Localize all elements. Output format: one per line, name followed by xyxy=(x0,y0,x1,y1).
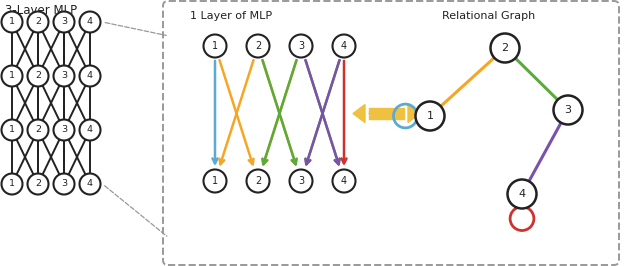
Text: 1: 1 xyxy=(9,72,15,81)
Text: 4: 4 xyxy=(341,176,347,186)
Circle shape xyxy=(1,65,22,86)
Text: 1: 1 xyxy=(9,180,15,189)
Polygon shape xyxy=(408,105,420,123)
Circle shape xyxy=(54,65,74,86)
Text: 4: 4 xyxy=(87,72,93,81)
Circle shape xyxy=(54,11,74,32)
Text: 2: 2 xyxy=(35,18,41,27)
Text: 3: 3 xyxy=(61,72,67,81)
Circle shape xyxy=(290,169,313,193)
Text: 3: 3 xyxy=(61,18,67,27)
Circle shape xyxy=(27,11,49,32)
Text: 1 Layer of MLP: 1 Layer of MLP xyxy=(190,11,272,21)
Text: Relational Graph: Relational Graph xyxy=(442,11,535,21)
Circle shape xyxy=(1,173,22,194)
Circle shape xyxy=(79,119,100,140)
Circle shape xyxy=(290,35,313,57)
Text: 3: 3 xyxy=(298,176,304,186)
Circle shape xyxy=(54,173,74,194)
Text: 4: 4 xyxy=(87,126,93,135)
Polygon shape xyxy=(353,105,365,123)
Text: 4: 4 xyxy=(341,41,347,51)
Text: 1: 1 xyxy=(212,41,218,51)
Circle shape xyxy=(27,119,49,140)
Text: 2: 2 xyxy=(35,126,41,135)
Text: 3: 3 xyxy=(565,105,572,115)
Text: 3: 3 xyxy=(61,126,67,135)
Circle shape xyxy=(79,65,100,86)
Circle shape xyxy=(553,95,582,124)
Circle shape xyxy=(1,119,22,140)
Text: 3-Layer MLP: 3-Layer MLP xyxy=(5,4,77,17)
Circle shape xyxy=(203,35,227,57)
Text: 1: 1 xyxy=(426,111,434,121)
Circle shape xyxy=(27,65,49,86)
Text: 2: 2 xyxy=(35,72,41,81)
Text: 1: 1 xyxy=(9,126,15,135)
Text: 2: 2 xyxy=(255,176,261,186)
Circle shape xyxy=(333,169,356,193)
Text: 2: 2 xyxy=(255,41,261,51)
Circle shape xyxy=(246,35,270,57)
Text: 2: 2 xyxy=(502,43,509,53)
Text: 4: 4 xyxy=(519,189,525,199)
Circle shape xyxy=(490,34,520,63)
Circle shape xyxy=(54,119,74,140)
Circle shape xyxy=(79,11,100,32)
Text: 4: 4 xyxy=(87,18,93,27)
Circle shape xyxy=(507,180,537,209)
Text: 3: 3 xyxy=(298,41,304,51)
Circle shape xyxy=(246,169,270,193)
Circle shape xyxy=(79,173,100,194)
Circle shape xyxy=(203,169,227,193)
Circle shape xyxy=(27,173,49,194)
Text: 2: 2 xyxy=(35,180,41,189)
Text: 1: 1 xyxy=(212,176,218,186)
Text: 3: 3 xyxy=(61,180,67,189)
Text: 4: 4 xyxy=(87,180,93,189)
Circle shape xyxy=(333,35,356,57)
Circle shape xyxy=(1,11,22,32)
Text: 1: 1 xyxy=(9,18,15,27)
Circle shape xyxy=(416,102,444,131)
